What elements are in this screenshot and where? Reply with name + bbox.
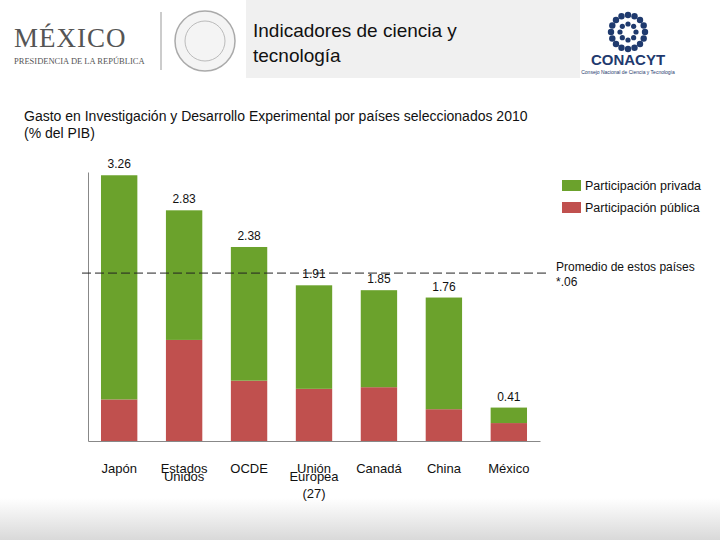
x-tick-label: UniónEuropea(27) [289, 461, 339, 501]
x-tick-label: China [427, 461, 462, 476]
bar-segment [426, 298, 462, 410]
x-tick-label: OCDE [230, 461, 268, 476]
chart-subtitle: (% del PIB) [24, 125, 95, 141]
canvas: MÉXICO PRESIDENCIA DE LA REPÚBLICA Indicad… [0, 0, 720, 540]
x-axis-line [89, 441, 541, 442]
x-tick: EstadosUnidos [161, 441, 208, 484]
bar-segment [296, 389, 332, 441]
x-tick-label: EstadosUnidos [161, 461, 208, 484]
header-right-subtitle: Consejo Nacional de Ciencia y Tecnología [581, 69, 675, 75]
logo-dot [609, 35, 615, 41]
bars [101, 175, 527, 441]
logo-dot [633, 29, 638, 34]
seal [175, 11, 235, 71]
bar-segment [491, 423, 527, 441]
logo-dot [618, 45, 624, 51]
average-label: Promedio de estos países*.06 [556, 260, 695, 289]
logo-dot [631, 45, 637, 51]
footer-band [0, 498, 720, 540]
logo-dot [608, 29, 614, 35]
total-label: 3.26 [107, 157, 131, 171]
x-tick: México [488, 441, 529, 476]
logo-dot [617, 29, 622, 34]
total-label: 1.85 [367, 272, 391, 286]
logo-dot [641, 35, 647, 41]
y-axis-line [88, 173, 89, 442]
legend-label: Participación pública [585, 201, 700, 215]
logo-dot [625, 21, 630, 26]
bar-segment [101, 175, 137, 399]
bar-segment [361, 387, 397, 441]
header-right-title: CONACYT [591, 51, 665, 68]
seal-inner [185, 21, 225, 61]
bar-segment [491, 408, 527, 423]
chart-title: Gasto en Investigación y Desarrollo Expe… [24, 108, 528, 124]
legend-item: Participación pública [562, 201, 700, 215]
logo-dot [631, 24, 636, 29]
header-title: Indicadores de ciencia y [253, 20, 457, 41]
header-left-subtitle: PRESIDENCIA DE LA REPÚBLICA [14, 56, 145, 66]
legend-item: Participación privada [562, 179, 701, 193]
logo-dot [618, 13, 624, 19]
logo-dot [631, 13, 637, 19]
total-label: 1.91 [302, 267, 326, 281]
bar-segment [426, 409, 462, 441]
logo-dot [625, 37, 630, 42]
x-tick-label: México [488, 461, 529, 476]
logo-dot [613, 41, 619, 47]
total-label: 2.83 [172, 192, 196, 206]
x-tick: OCDE [230, 441, 268, 476]
conacyt-logo [608, 12, 648, 52]
header-left-title: MÉXICO [14, 23, 127, 53]
header-divider [161, 12, 162, 70]
x-tick-label: Japón [101, 461, 136, 476]
logo-dot [641, 22, 647, 28]
logo-dot [631, 35, 636, 40]
total-label: 0.41 [497, 390, 521, 404]
x-tick-label: Canadá [356, 461, 402, 476]
logo-dot [642, 29, 648, 35]
bar-segment [296, 285, 332, 389]
x-tick: Canadá [356, 441, 402, 476]
x-axis: Japón EstadosUnidos OCDE UniónEuropea(27) Ca… [89, 441, 541, 501]
x-tick: UniónEuropea(27) [289, 441, 339, 501]
logo-dot [620, 35, 625, 40]
total-label: 2.38 [237, 229, 261, 243]
legend: Participación privada Participación públi… [562, 179, 701, 215]
legend-swatch [562, 180, 581, 191]
x-tick: Japón [101, 441, 136, 476]
bar-segment [231, 381, 267, 441]
logo-dot [637, 17, 643, 23]
bar-segment [166, 210, 202, 340]
logo-dot [625, 12, 631, 18]
legend-label: Participación privada [585, 179, 701, 193]
bar-segment [101, 399, 137, 441]
logo-dot [620, 24, 625, 29]
bar-segment [166, 340, 202, 441]
y-axis [88, 173, 89, 442]
header-title: tecnología [253, 45, 341, 66]
header-title-box [246, 0, 580, 78]
logo-dot [637, 41, 643, 47]
legend-swatch [562, 202, 581, 213]
total-label: 1.76 [432, 280, 456, 294]
bar-segment [231, 247, 267, 381]
bar-segment [361, 290, 397, 387]
x-tick: China [427, 441, 462, 476]
logo-dot [613, 17, 619, 23]
logo-dot [609, 22, 615, 28]
